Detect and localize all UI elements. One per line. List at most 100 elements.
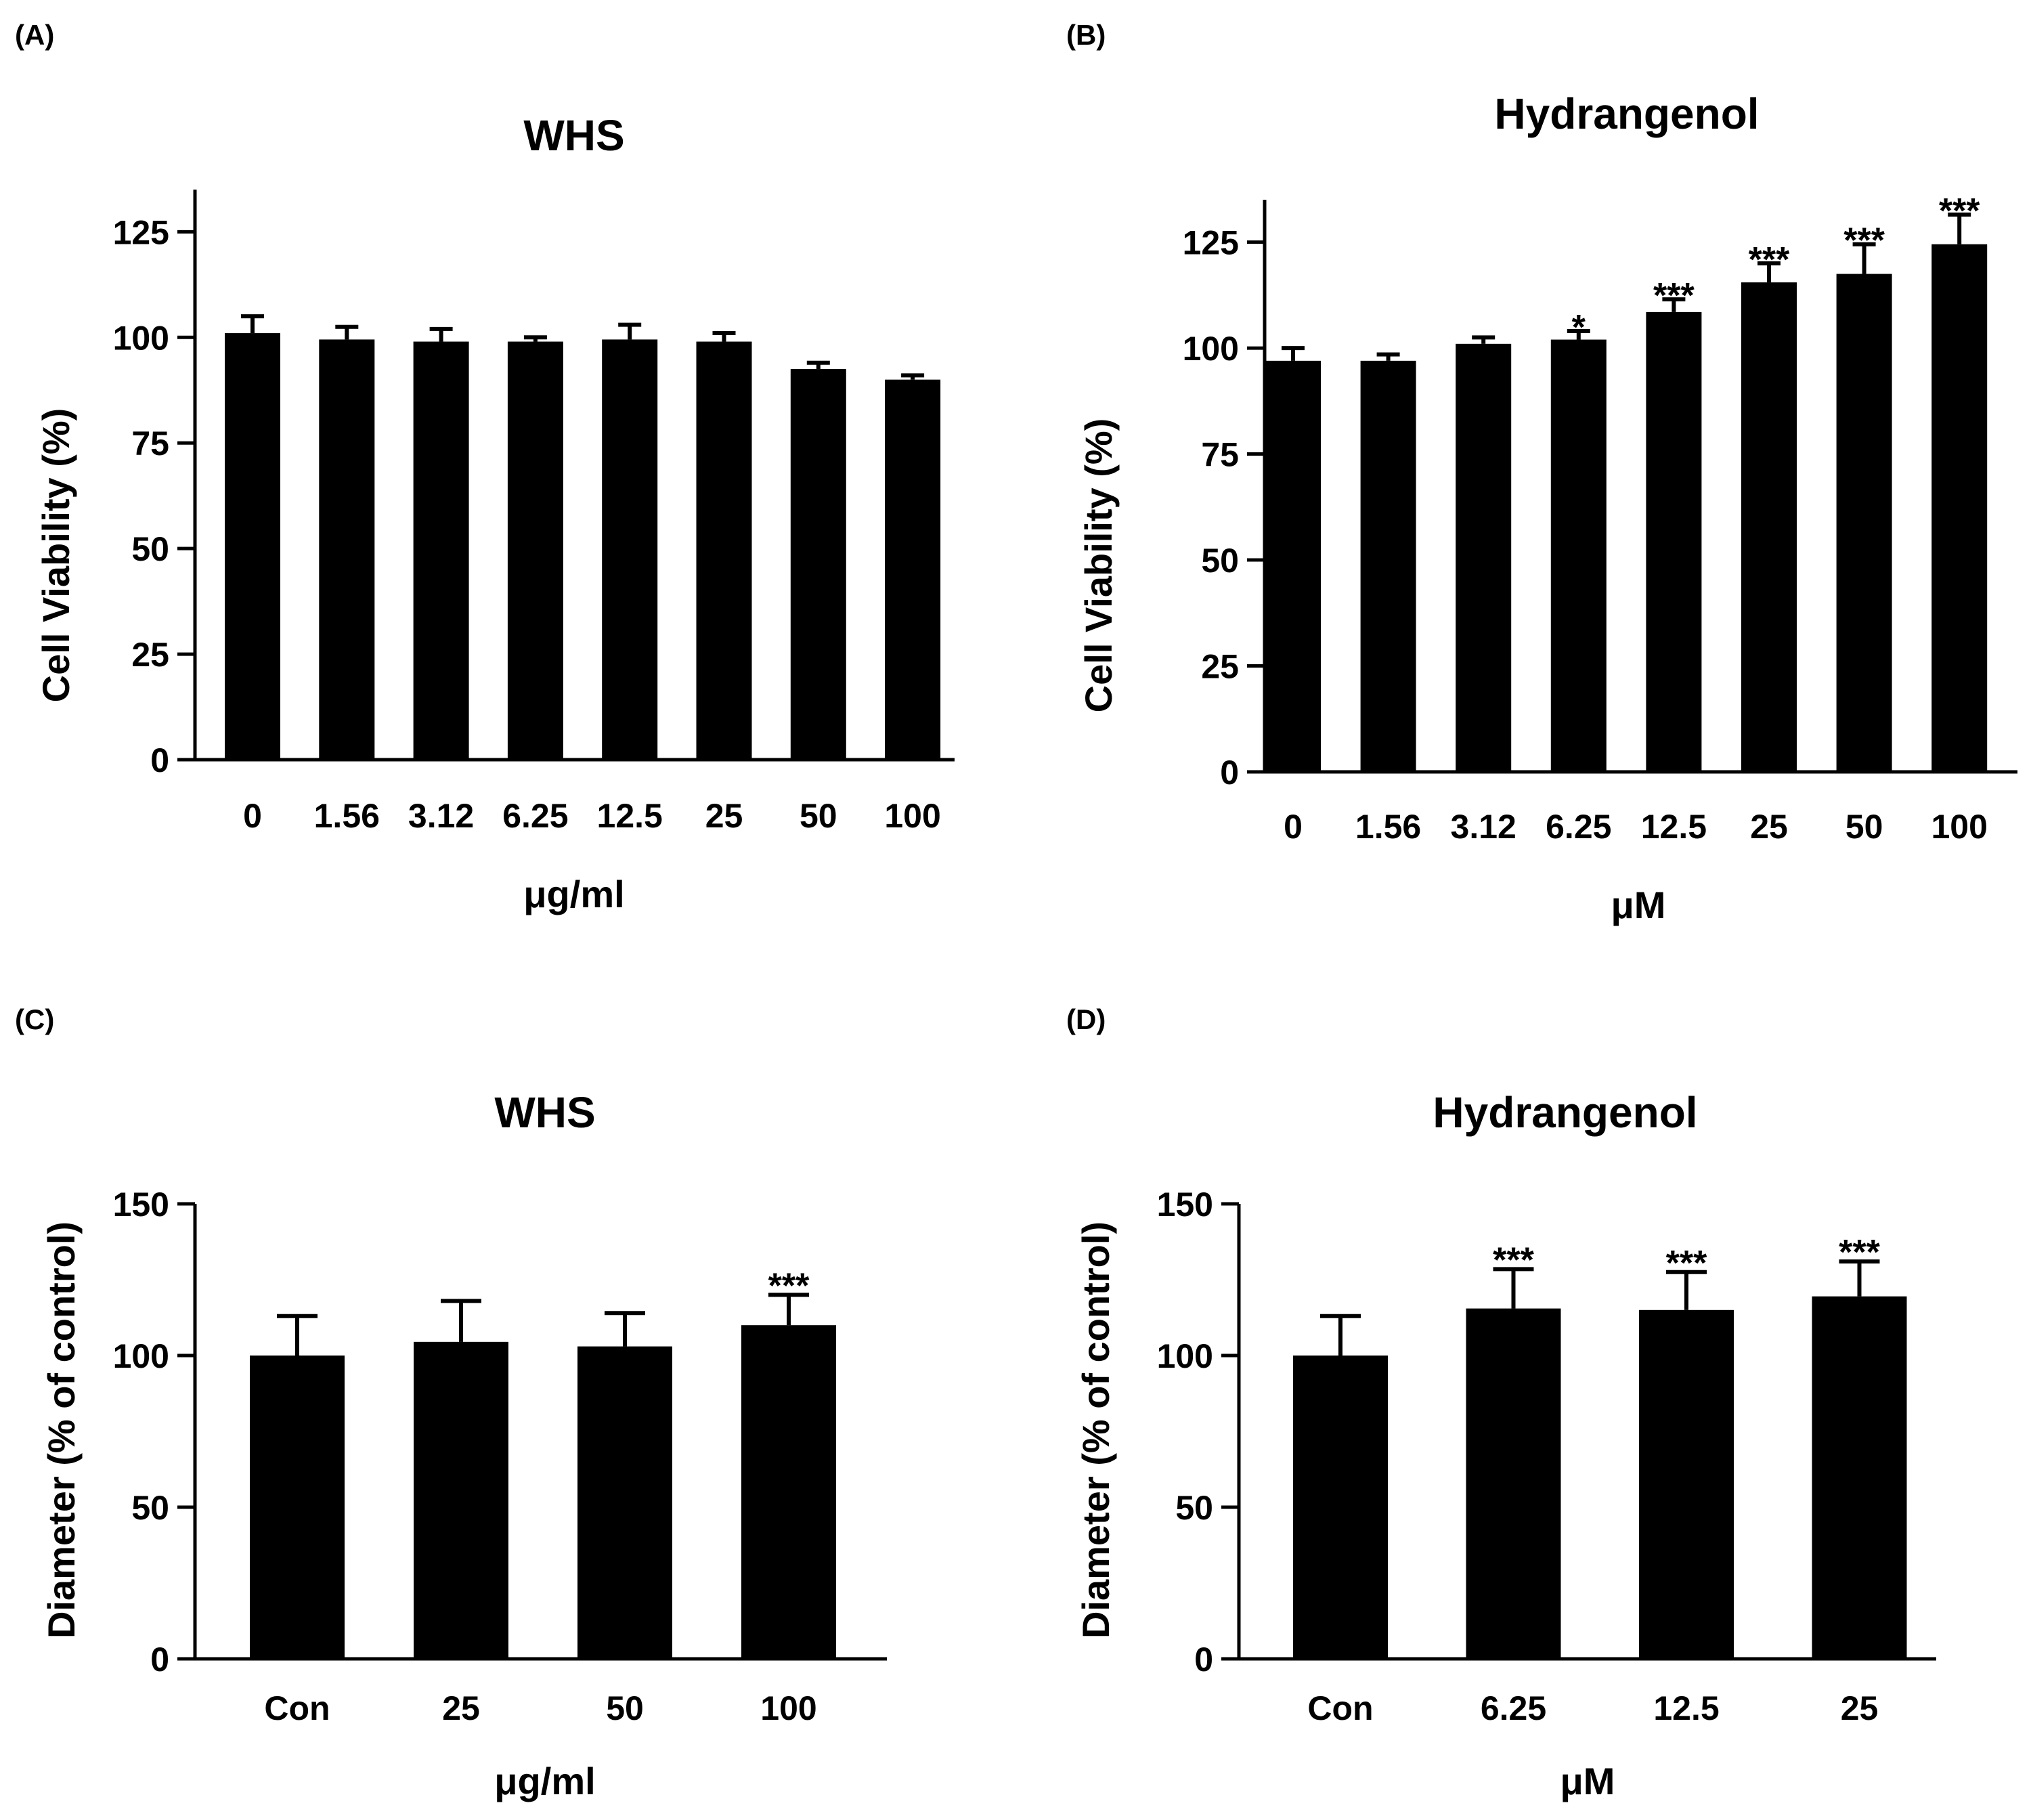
- panel-c: (C) WHS μg/ml Diameter (% of control) Co…: [15, 1003, 887, 1802]
- panel-a-bar-1: [319, 339, 375, 760]
- panel-d-x-tick-3: 25: [1841, 1689, 1879, 1727]
- panel-d-bar-2: [1639, 1309, 1734, 1659]
- panel-d-x-tick-2: 12.5: [1653, 1689, 1719, 1727]
- panel-b-significance-4: ***: [1653, 276, 1695, 316]
- panel-c-y-tick-3: 150: [113, 1186, 169, 1223]
- panel-b: (B) Hydrangenol μM Cell Viability (%) 0 1…: [1066, 19, 2017, 926]
- panel-b-bar-4: [1646, 311, 1702, 772]
- panel-c-y-tick-1: 50: [131, 1489, 169, 1527]
- panel-a-y-tick-0: 0: [150, 741, 169, 779]
- panel-a-x-axis-title: μg/ml: [523, 873, 624, 915]
- panel-b-x-axis-title: μM: [1611, 884, 1666, 926]
- panel-b-bar-0: [1265, 360, 1321, 772]
- panel-b-significance-3: *: [1572, 308, 1586, 347]
- panel-c-x-tick-3: 100: [760, 1689, 816, 1727]
- panel-d-y-tick-3: 150: [1157, 1186, 1213, 1223]
- panel-d-plot-area: Con *** 6.25 *** 12.5 *** 25 0 50 100 150: [1157, 1186, 1936, 1727]
- panel-b-x-tick-2: 3.12: [1451, 808, 1516, 846]
- panel-b-bar-3: [1550, 339, 1607, 772]
- panel-c-x-tick-2: 50: [606, 1689, 644, 1727]
- panel-b-label: (B): [1066, 19, 1106, 51]
- panel-b-y-tick-0: 0: [1220, 754, 1239, 792]
- panel-d-significance-1: ***: [1493, 1240, 1534, 1280]
- panel-b-plot-area: 0 1.56 3.12 * 6.25 *** 12.5 *** 25 *** 50 *** 100 0 25…: [1183, 192, 2017, 846]
- panel-b-significance-6: ***: [1843, 221, 1885, 261]
- panel-c-title: WHS: [494, 1088, 595, 1137]
- panel-b-bar-7: [1931, 244, 1988, 772]
- panel-a-x-tick-7: 100: [884, 797, 940, 835]
- panel-c-bar-2: [577, 1346, 672, 1659]
- panel-d: (D) Hydrangenol μM Diameter (% of contro…: [1066, 1003, 1936, 1802]
- panel-b-y-tick-1: 25: [1201, 648, 1239, 686]
- panel-b-x-tick-3: 6.25: [1546, 808, 1611, 846]
- panel-a-bar-4: [602, 339, 658, 760]
- panel-b-bar-2: [1456, 343, 1512, 772]
- panel-d-significance-3: ***: [1839, 1233, 1880, 1272]
- panel-d-title: Hydrangenol: [1433, 1088, 1697, 1137]
- panel-b-y-tick-2: 50: [1201, 542, 1239, 580]
- panel-a-bar-6: [790, 369, 846, 760]
- panel-d-x-tick-1: 6.25: [1481, 1689, 1546, 1727]
- panel-d-x-axis-title: μM: [1560, 1760, 1615, 1802]
- panel-a-bar-5: [696, 341, 752, 760]
- panel-c-x-tick-0: Con: [264, 1689, 330, 1727]
- panel-c-y-tick-2: 100: [113, 1337, 169, 1375]
- panel-a-y-tick-5: 125: [113, 213, 169, 251]
- panel-a-y-tick-2: 50: [131, 530, 169, 568]
- panel-d-label: (D): [1066, 1003, 1106, 1035]
- panel-a-bar-7: [885, 379, 941, 760]
- panel-b-y-axis-title: Cell Viability (%): [1077, 418, 1120, 713]
- panel-a-x-tick-1: 1.56: [314, 797, 380, 835]
- panel-a: (A) WHS μg/ml Cell Viability (%) 0 1.56 3.…: [15, 19, 955, 915]
- panel-b-title: Hydrangenol: [1494, 89, 1759, 138]
- panel-a-x-tick-2: 3.12: [408, 797, 474, 835]
- panel-c-bar-3: [741, 1325, 836, 1659]
- panel-b-bar-5: [1741, 282, 1797, 772]
- panel-d-bar-0: [1293, 1356, 1388, 1659]
- panel-b-x-tick-1: 1.56: [1355, 808, 1421, 846]
- panel-c-bar-0: [250, 1356, 345, 1659]
- panel-a-label: (A): [15, 19, 54, 51]
- panel-c-y-axis-title: Diameter (% of control): [40, 1221, 83, 1639]
- panel-c-bar-1: [414, 1341, 508, 1659]
- panel-a-y-axis-title: Cell Viability (%): [35, 408, 77, 703]
- panel-a-y-tick-4: 100: [113, 319, 169, 357]
- panel-a-y-tick-1: 25: [131, 636, 169, 674]
- panel-b-x-tick-7: 100: [1931, 808, 1987, 846]
- panel-d-y-axis-title: Diameter (% of control): [1074, 1221, 1117, 1639]
- panel-d-x-tick-0: Con: [1307, 1689, 1373, 1727]
- panel-c-x-tick-1: 25: [442, 1689, 480, 1727]
- panel-c-y-tick-0: 0: [150, 1641, 169, 1678]
- panel-c-label: (C): [15, 1003, 54, 1035]
- panel-b-x-tick-6: 50: [1846, 808, 1883, 846]
- panel-c-x-axis-title: μg/ml: [494, 1760, 595, 1802]
- panel-c-plot-area: Con 25 50 *** 100 0 50 100 150: [113, 1186, 887, 1727]
- panel-d-y-tick-0: 0: [1194, 1641, 1213, 1678]
- panel-b-bar-6: [1836, 274, 1892, 772]
- panel-b-x-tick-0: 0: [1284, 808, 1303, 846]
- panel-a-bar-2: [413, 341, 469, 760]
- panel-a-y-tick-3: 75: [131, 425, 169, 462]
- panel-b-y-tick-5: 125: [1183, 224, 1239, 262]
- panel-a-x-tick-6: 50: [800, 797, 837, 835]
- panel-c-significance-3: ***: [768, 1266, 810, 1305]
- panel-b-y-tick-3: 75: [1201, 436, 1239, 474]
- panel-a-plot-area: 0 1.56 3.12 6.25 12.5 25 50 100 0 25 50 75 100 125: [113, 190, 955, 835]
- panel-b-significance-5: ***: [1749, 240, 1790, 280]
- panel-a-title: WHS: [523, 111, 624, 160]
- panel-d-bar-1: [1466, 1308, 1561, 1659]
- panel-a-bar-0: [225, 333, 280, 760]
- panel-b-x-tick-5: 25: [1750, 808, 1788, 846]
- panel-b-y-tick-4: 100: [1183, 330, 1239, 368]
- panel-a-x-tick-0: 0: [243, 797, 262, 835]
- panel-d-y-tick-1: 50: [1175, 1489, 1213, 1527]
- panel-b-x-tick-4: 12.5: [1641, 808, 1707, 846]
- panel-d-bar-3: [1812, 1296, 1907, 1659]
- panel-b-significance-7: ***: [1939, 192, 1980, 231]
- panel-a-x-tick-5: 25: [705, 797, 743, 835]
- panel-a-x-tick-3: 6.25: [502, 797, 568, 835]
- panel-a-bar-3: [507, 341, 563, 760]
- panel-d-significance-2: ***: [1666, 1244, 1707, 1283]
- panel-b-bar-1: [1360, 360, 1416, 772]
